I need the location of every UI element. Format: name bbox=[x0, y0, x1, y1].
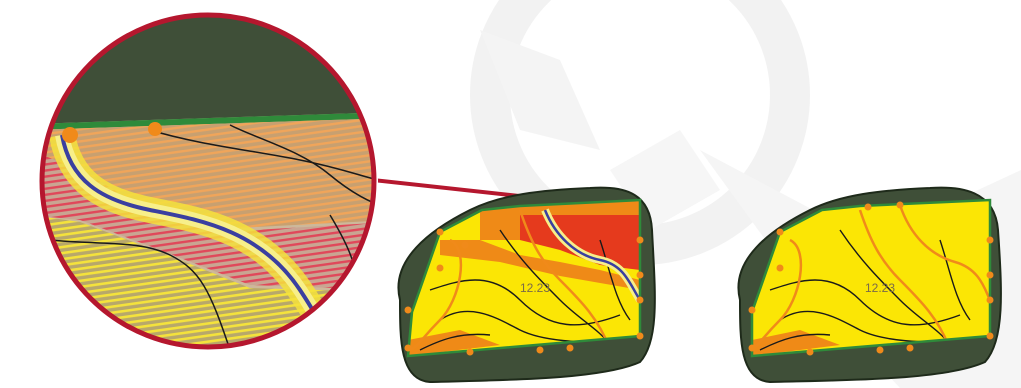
guide-marker-point bbox=[62, 127, 78, 143]
guide-marker-point bbox=[148, 122, 162, 136]
field-map-left: 12.23 bbox=[397, 186, 656, 384]
field-map-right: 12.23 bbox=[737, 186, 1002, 384]
zone-value-label: 12.23 bbox=[865, 281, 895, 295]
magnifier-lens-icon bbox=[38, 11, 378, 351]
zone-value-label: 12.23 bbox=[520, 281, 550, 295]
